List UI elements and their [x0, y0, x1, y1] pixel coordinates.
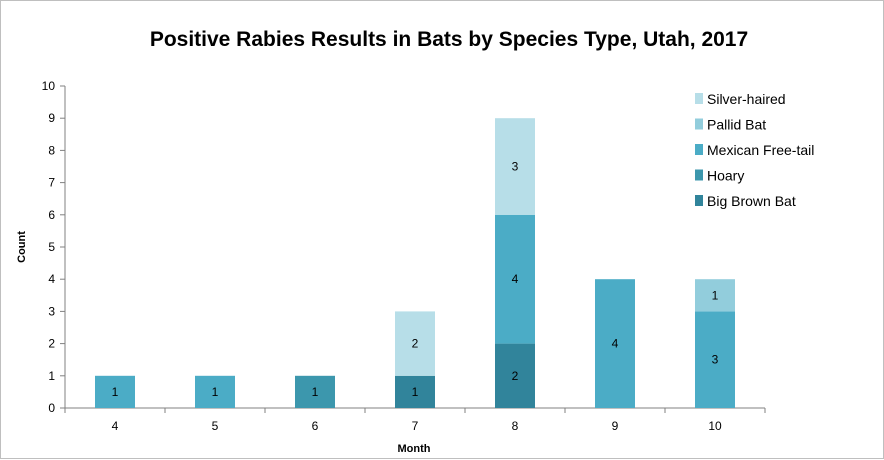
x-axis-title: Month [398, 443, 431, 455]
bar-segment [595, 279, 635, 408]
y-tick-label: 0 [48, 401, 55, 415]
legend-swatch [695, 144, 703, 155]
bar-segment [195, 375, 235, 408]
legend-label: Pallid Bat [707, 117, 766, 133]
y-tick-label: 8 [48, 143, 55, 157]
bar-segment [495, 343, 535, 408]
bar-segment [295, 375, 335, 408]
legend-swatch [695, 118, 703, 130]
data-label: 1 [312, 385, 319, 399]
data-label: 2 [512, 369, 519, 383]
data-label: 1 [412, 385, 419, 399]
data-label: 1 [112, 385, 119, 399]
x-tick-label: 4 [112, 419, 119, 433]
chart-title: Positive Rabies Results in Bats by Speci… [150, 28, 748, 51]
data-label: 1 [712, 288, 719, 302]
legend-label: Silver-haired [707, 91, 786, 107]
legend-label: Hoary [707, 168, 744, 184]
y-tick-label: 9 [48, 111, 55, 125]
y-tick-label: 3 [48, 304, 55, 318]
bar-segment [395, 375, 435, 408]
bar-segment [95, 375, 135, 408]
y-tick-label: 1 [48, 369, 55, 383]
data-label: 1 [212, 385, 219, 399]
x-tick-label: 10 [708, 419, 722, 433]
x-tick-label: 7 [412, 419, 419, 433]
data-label: 4 [612, 337, 619, 351]
x-tick-label: 9 [612, 419, 619, 433]
bar-segment [495, 118, 535, 215]
bar-segment [695, 311, 735, 408]
legend-label: Big Brown Bat [707, 193, 796, 209]
y-tick-label: 5 [48, 240, 55, 254]
data-label: 4 [512, 272, 519, 286]
y-tick-label: 7 [48, 176, 55, 190]
data-label: 3 [712, 353, 719, 367]
x-tick-label: 5 [212, 419, 219, 433]
legend-label: Mexican Free-tail [707, 142, 814, 158]
legend-swatch [695, 93, 703, 104]
y-tick-label: 6 [48, 208, 55, 222]
data-label: 2 [412, 337, 419, 351]
legend-swatch [695, 195, 703, 206]
data-label: 3 [512, 160, 519, 174]
bar-segment [495, 214, 535, 344]
y-tick-label: 4 [48, 272, 55, 286]
bar-segment [695, 279, 735, 312]
legend-swatch [695, 169, 703, 181]
y-tick-label: 2 [48, 337, 55, 351]
x-tick-label: 6 [312, 419, 319, 433]
y-axis-title: Count [16, 231, 28, 263]
y-tick-label: 10 [42, 79, 56, 93]
x-tick-label: 8 [512, 419, 519, 433]
bar-segment [395, 311, 435, 376]
